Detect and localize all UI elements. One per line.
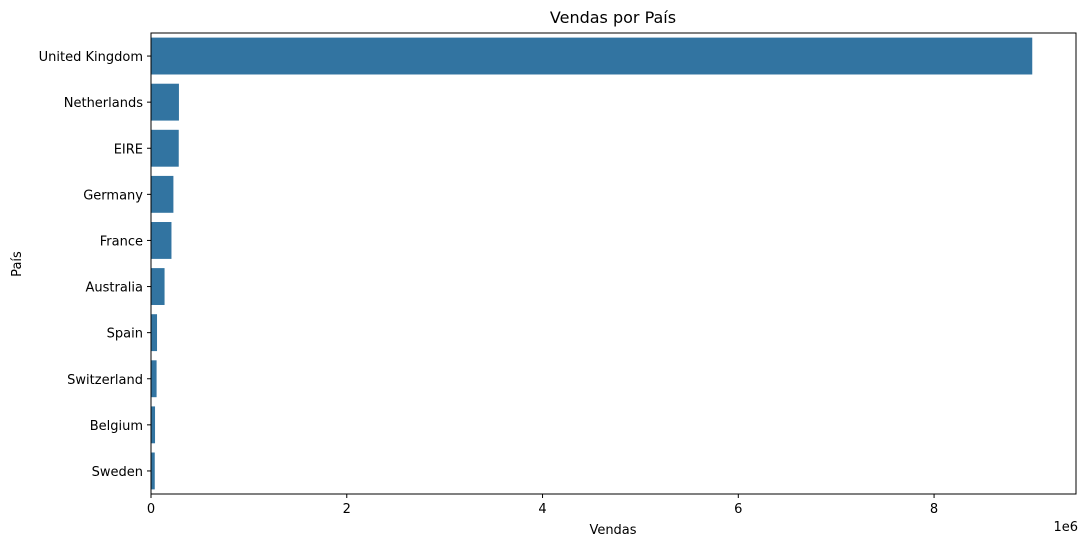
x-tick-label: 6 (734, 502, 742, 517)
x-tick-label: 2 (343, 502, 351, 517)
y-tick-label: Australia (85, 281, 143, 296)
y-tick-label: Belgium (90, 419, 143, 434)
bar-switzerland (151, 360, 157, 398)
plot-frame (150, 32, 1077, 495)
bar-belgium (151, 406, 156, 444)
chart-title: Vendas por País (550, 8, 676, 27)
y-axis-label: País (10, 251, 25, 277)
y-tick-label: EIRE (114, 142, 143, 157)
y-tick-label: United Kingdom (39, 50, 143, 65)
bar-spain (151, 314, 158, 352)
y-tick-label: Switzerland (67, 373, 143, 388)
y-tick-label: Netherlands (64, 96, 143, 111)
bar-australia (151, 268, 165, 305)
y-tick-label: France (100, 234, 143, 249)
x-ticks-group: 0 2 4 6 8 (147, 494, 938, 517)
y-ticks-group: United Kingdom Netherlands EIRE Germany Fran… (39, 50, 151, 480)
x-scale-offset-label: 1e6 (1053, 520, 1078, 535)
bar-netherlands (151, 83, 179, 121)
bar-france (151, 222, 172, 259)
bar-united-kingdom (151, 37, 1033, 75)
bars-group (151, 37, 1033, 490)
x-tick-label: 8 (930, 502, 938, 517)
y-tick-label: Germany (83, 188, 143, 203)
bar-eire (151, 129, 179, 167)
y-tick-label: Sweden (92, 465, 143, 480)
bar-germany (151, 175, 174, 213)
x-axis-label: Vendas (589, 523, 636, 538)
bar-sweden (151, 452, 155, 490)
y-tick-label: Spain (107, 327, 143, 342)
x-tick-label: 0 (147, 502, 155, 517)
x-tick-label: 4 (538, 502, 546, 517)
